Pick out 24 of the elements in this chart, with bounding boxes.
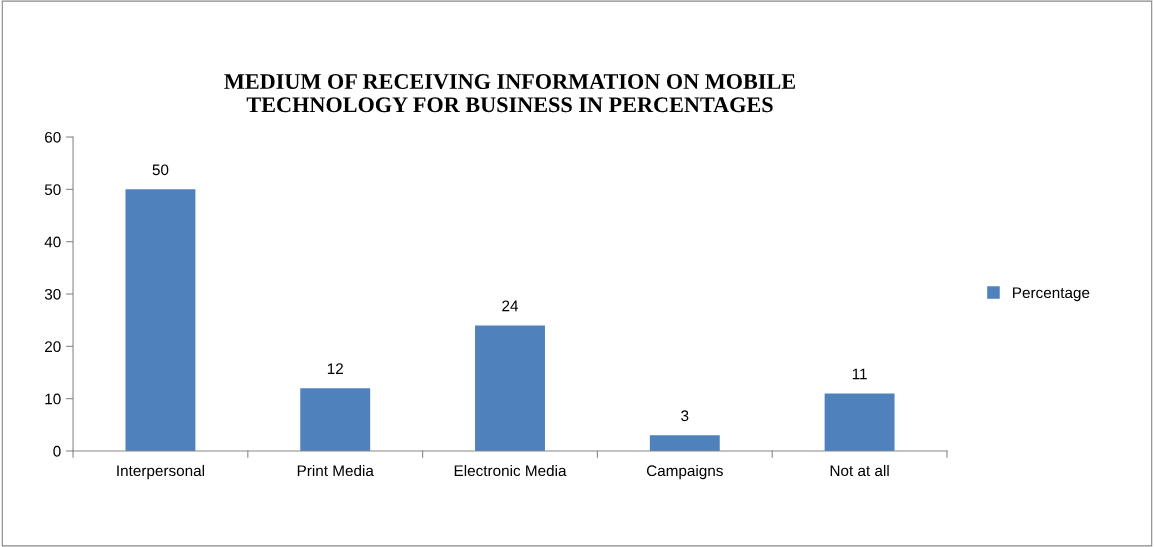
y-tick-label: 0: [53, 445, 61, 457]
y-tick-label: 10: [45, 393, 61, 405]
data-label: 3: [681, 410, 689, 422]
data-label: 11: [852, 368, 867, 380]
data-label: 50: [152, 164, 169, 176]
x-tick-label: Campaigns: [646, 464, 723, 480]
bar: [475, 325, 545, 451]
x-tick-label: Print Media: [297, 464, 374, 477]
y-tick-label: 60: [45, 131, 61, 143]
data-label: 12: [327, 363, 343, 374]
bar: [300, 388, 371, 451]
y-tick-label: 30: [44, 288, 61, 300]
x-tick-label: Interpersonal: [117, 464, 205, 480]
data-label: 24: [502, 300, 519, 312]
legend-label: Percentage: [1013, 287, 1090, 302]
bar: [125, 189, 196, 451]
chart-title: MEDIUM OF RECEIVING INFORMATION ON MOBILE TECHNOLOGY FOR BUSINESS IN PERCENTAGES: [224, 74, 795, 113]
y-tick-label: 20: [45, 341, 61, 353]
y-tick-label: 50: [44, 184, 61, 196]
x-tick-label: Not at all: [830, 464, 889, 477]
x-tick-label: Electronic Media: [454, 464, 567, 477]
bar: [649, 435, 720, 451]
y-tick-label: 40: [44, 236, 61, 248]
bar: [824, 393, 895, 451]
